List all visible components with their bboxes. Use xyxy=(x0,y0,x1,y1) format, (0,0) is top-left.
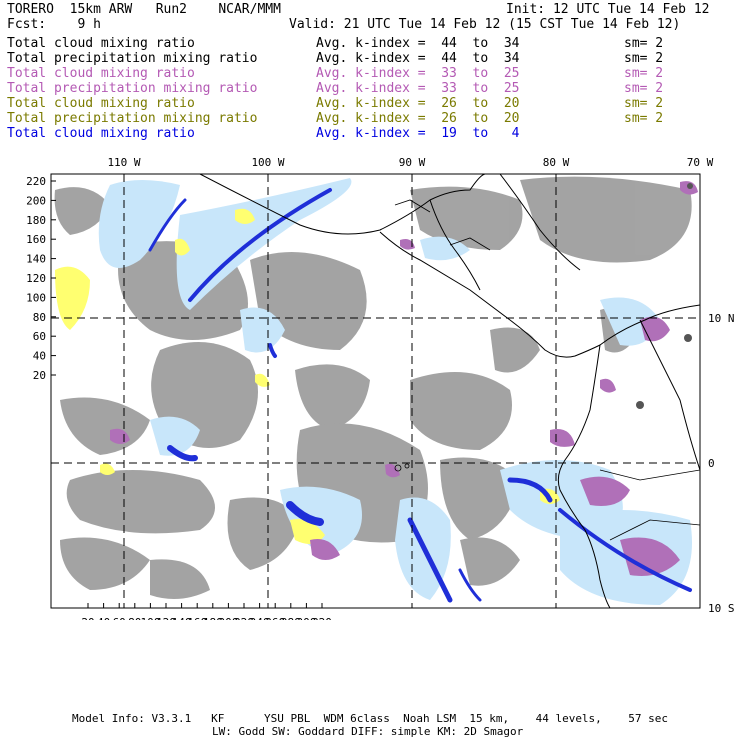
y-tick-label: 60 xyxy=(33,330,46,343)
legend-sm: sm= 2 xyxy=(624,51,664,66)
forecast-hour: Fcst: 9 h xyxy=(7,17,101,32)
longitude-label: 90 W xyxy=(399,156,426,169)
yellow-cloud-regions xyxy=(55,208,560,544)
y-tick-label: 220 xyxy=(26,175,46,188)
x-tick-label: 320 xyxy=(312,616,332,620)
legend-label: Total cloud mixing ratio xyxy=(7,36,195,51)
latitude-labels: 10 N 0 10 S xyxy=(708,312,735,615)
y-axis: 220 200 180 160 140 120 100 80 60 40 20 xyxy=(26,175,56,382)
x-tick-label: 100 xyxy=(140,616,160,620)
physics-info: LW: Godd SW: Goddard DIFF: simple KM: 2D… xyxy=(212,725,524,738)
longitude-label: 110 W xyxy=(107,156,140,169)
init-time: Init: 12 UTC Tue 14 Feb 12 xyxy=(506,2,710,17)
model-info: Model Info: V3.3.1 KF YSU PBL WDM 6class… xyxy=(72,712,669,725)
borders xyxy=(394,199,700,541)
dark-cloud-cells xyxy=(636,183,693,409)
model-title: TORERO 15km ARW Run2 NCAR/MMM xyxy=(7,2,281,17)
plot-frame xyxy=(50,173,701,609)
latitude-label: 0 xyxy=(708,457,715,470)
y-tick-label: 100 xyxy=(26,291,46,304)
map-panel: 2040608010012014016018020022024026028030… xyxy=(26,156,735,620)
longitude-labels: 110 W 100 W 90 W 80 W 70 W xyxy=(107,156,713,169)
legend-kindex: Avg. k-index = 33 to 25 xyxy=(316,66,520,81)
cloud-field xyxy=(54,174,700,608)
x-tick-label: 20 xyxy=(81,616,94,620)
legend-label: Total cloud mixing ratio xyxy=(7,126,195,141)
legend-kindex: Avg. k-index = 44 to 34 xyxy=(316,36,520,51)
legend-sm: sm= 2 xyxy=(624,66,664,81)
x-tick-label: 220 xyxy=(234,616,254,620)
x-tick-label: 300 xyxy=(296,616,316,620)
y-tick-label: 160 xyxy=(26,233,46,246)
longitude-label: 80 W xyxy=(543,156,570,169)
valid-time: Valid: 21 UTC Tue 14 Feb 12 (15 CST Tue … xyxy=(289,17,681,32)
y-tick-label: 140 xyxy=(26,253,46,266)
y-tick-label: 180 xyxy=(26,214,46,227)
x-tick-label: 260 xyxy=(265,616,285,620)
coastlines xyxy=(199,174,700,608)
x-tick-label: 40 xyxy=(97,616,110,620)
latitude-label: 10 S xyxy=(708,602,735,615)
legend-sm: sm= 2 xyxy=(624,96,664,111)
legend-label: Total precipitation mixing ratio xyxy=(7,81,258,96)
legend-kindex: Avg. k-index = 33 to 25 xyxy=(316,81,520,96)
x-tick-label: 240 xyxy=(250,616,270,620)
y-tick-label: 120 xyxy=(26,272,46,285)
legend-sm: sm= 2 xyxy=(624,81,664,96)
x-tick-label: 280 xyxy=(281,616,301,620)
x-tick-label: 180 xyxy=(203,616,223,620)
y-tick-label: 200 xyxy=(26,194,46,207)
latitude-label: 10 N xyxy=(708,312,735,325)
x-tick-label: 200 xyxy=(218,616,238,620)
blue-cloud-streaks xyxy=(148,188,692,603)
legend-kindex: Avg. k-index = 44 to 34 xyxy=(316,51,520,66)
y-tick-label: 20 xyxy=(33,369,46,382)
legend-label: Total precipitation mixing ratio xyxy=(7,51,258,66)
longitude-label: 70 W xyxy=(687,156,714,169)
y-tick-label: 40 xyxy=(33,350,46,363)
legend-label: Total precipitation mixing ratio xyxy=(7,111,258,126)
legend-sm: sm= 2 xyxy=(624,36,664,51)
legend-label: Total cloud mixing ratio xyxy=(7,66,195,81)
x-tick-label: 140 xyxy=(172,616,192,620)
x-tick-label: 60 xyxy=(113,616,126,620)
legend-kindex: Avg. k-index = 26 to 20 xyxy=(316,111,520,126)
legend-label: Total cloud mixing ratio xyxy=(7,96,195,111)
legend-sm: sm= 2 xyxy=(624,111,664,126)
legend-kindex: Avg. k-index = 26 to 20 xyxy=(316,96,520,111)
longitude-label: 100 W xyxy=(251,156,284,169)
legend-kindex: Avg. k-index = 19 to 4 xyxy=(316,126,520,141)
x-tick-label: 120 xyxy=(156,616,176,620)
x-tick-label: 80 xyxy=(128,616,141,620)
grid-lines xyxy=(51,174,700,608)
x-axis: 2040608010012014016018020022024026028030… xyxy=(81,603,332,620)
y-tick-label: 80 xyxy=(33,311,46,324)
x-tick-label: 160 xyxy=(187,616,207,620)
